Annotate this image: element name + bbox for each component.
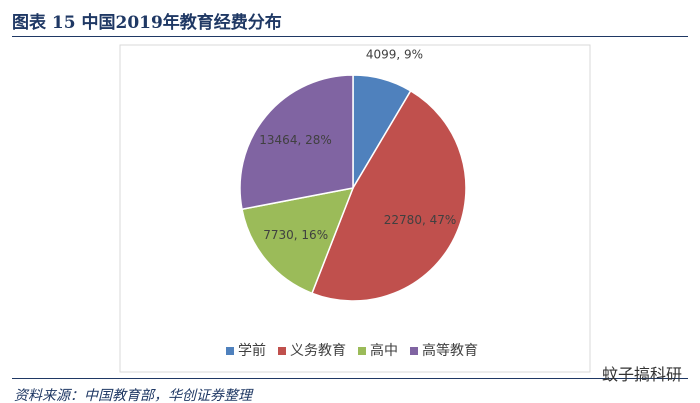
legend-swatch xyxy=(358,347,366,355)
legend-swatch xyxy=(410,347,418,355)
pie-slice xyxy=(239,74,354,211)
legend-label: 高等教育 xyxy=(422,342,478,359)
title-rule xyxy=(12,36,688,37)
legend-swatch xyxy=(278,347,286,355)
footer-rule xyxy=(12,378,688,379)
data-label: 22780, 47% xyxy=(384,213,456,227)
legend-label: 义务教育 xyxy=(290,343,346,359)
legend-label: 学前 xyxy=(238,342,266,359)
data-label: 7730, 16% xyxy=(263,228,328,242)
pie-slice xyxy=(241,187,355,295)
figure-title: 图表 15 中国2019年教育经费分布 xyxy=(12,13,282,33)
watermark: 蚊子搞科研 xyxy=(601,365,682,384)
legend-label: 高中 xyxy=(370,342,398,359)
legend-swatch xyxy=(226,347,234,355)
data-label: 13464, 28% xyxy=(259,133,331,147)
source-note: 资料来源：中国教育部，华创证券整理 xyxy=(14,388,252,403)
pie-slice xyxy=(311,89,467,302)
data-label: 4099, 9% xyxy=(366,48,423,62)
